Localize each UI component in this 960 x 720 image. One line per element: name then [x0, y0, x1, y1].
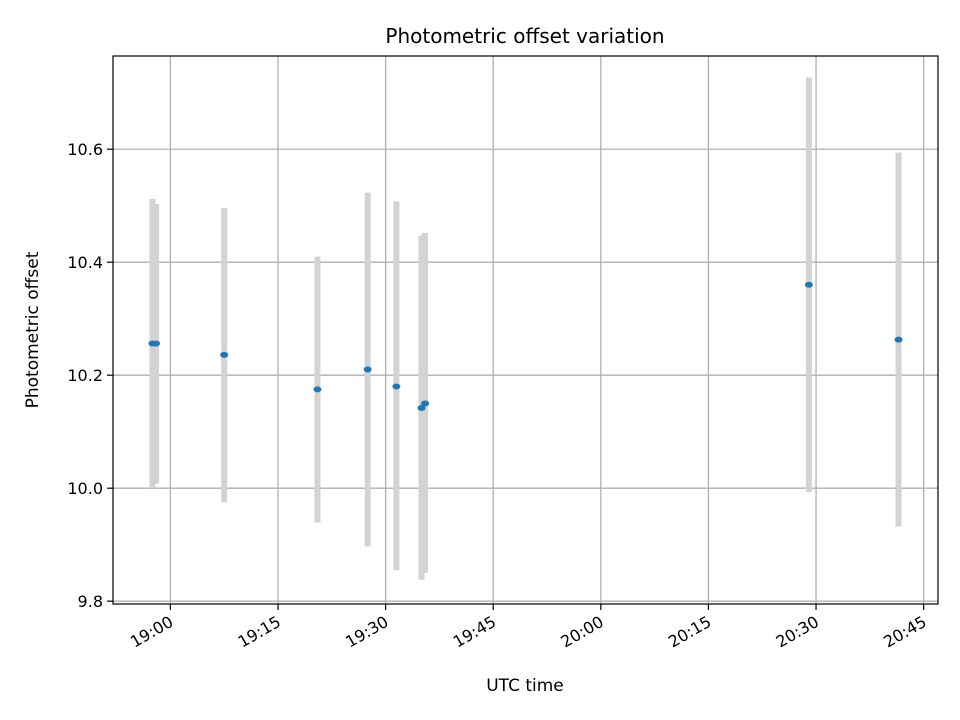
y-tick-label: 10.4 — [67, 253, 103, 272]
y-axis-label: Photometric offset — [23, 251, 43, 408]
data-point — [804, 281, 813, 288]
x-axis-ticks: 19:00 19:15 19:30 19:45 20:00 20:15 20:30 20:45 — [127, 604, 930, 652]
data-point — [894, 336, 903, 343]
data-points — [148, 281, 903, 411]
y-axis-ticks: 9.8 10.0 10.2 10.4 10.6 — [67, 140, 113, 611]
x-tick-label: 20:15 — [665, 612, 714, 652]
y-tick-label: 10.6 — [67, 140, 103, 159]
y-tick-label: 10.2 — [67, 366, 103, 385]
x-tick-label: 19:45 — [450, 612, 499, 652]
data-point — [392, 383, 401, 390]
chart-title: Photometric offset variation — [385, 24, 664, 48]
data-point — [421, 400, 430, 407]
y-tick-label: 9.8 — [78, 592, 103, 611]
data-point — [417, 404, 426, 411]
data-point — [220, 351, 229, 358]
x-axis-label: UTC time — [486, 676, 564, 696]
x-tick-label: 19:00 — [127, 612, 176, 652]
x-tick-label: 19:30 — [342, 612, 391, 652]
y-tick-label: 10.0 — [67, 479, 103, 498]
x-tick-label: 20:30 — [773, 612, 822, 652]
x-tick-label: 20:00 — [557, 612, 606, 652]
error-bars — [149, 77, 902, 580]
data-point — [152, 340, 161, 347]
data-point — [363, 366, 372, 373]
data-point — [313, 386, 322, 393]
x-tick-label: 19:15 — [235, 612, 284, 652]
grid-lines — [113, 56, 938, 604]
plot-frame — [112, 55, 939, 605]
x-tick-label: 20:45 — [880, 612, 929, 652]
